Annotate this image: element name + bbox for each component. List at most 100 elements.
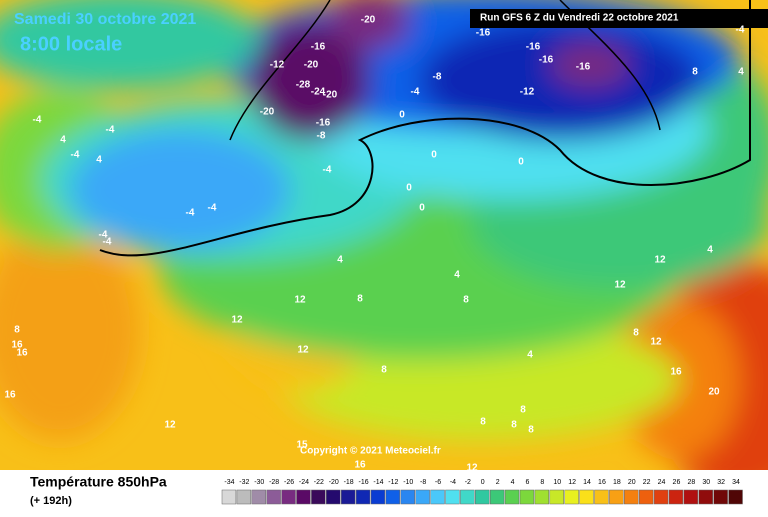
- contour-label: -16: [476, 28, 491, 39]
- scale-swatch: [355, 489, 371, 505]
- scale-swatch: [415, 489, 430, 505]
- scale-label: -4: [450, 479, 456, 486]
- contour-label: -4: [33, 115, 42, 126]
- color-scale: -34 -32 -30 -28 -26 -24 -22 -20 -18 -16 -14 -12 -10-…: [221, 479, 743, 505]
- contour-label: -4: [323, 165, 332, 176]
- scale-label: 26: [673, 479, 681, 486]
- scale-label: 2: [496, 479, 500, 486]
- scale-label: -8: [420, 479, 426, 486]
- scale-label: -22: [314, 479, 324, 486]
- contour-label: 12: [654, 255, 666, 266]
- contour-label: 4: [96, 155, 102, 166]
- scale-swatch: [385, 489, 401, 505]
- scale-label: -18: [344, 479, 354, 486]
- contour-label: 8: [14, 325, 20, 336]
- scale-label: 30: [702, 479, 710, 486]
- contour-label: -20: [361, 15, 376, 26]
- valid-date: Samedi 30 octobre 2021: [14, 11, 196, 28]
- contour-label: 8: [480, 417, 486, 428]
- scale-swatch: [534, 489, 550, 505]
- contour-label: 0: [406, 183, 412, 194]
- scale-label: 16: [598, 479, 606, 486]
- scale-swatch: [326, 489, 341, 505]
- contour-label: -12: [270, 60, 285, 71]
- contour-label: 16: [4, 390, 16, 401]
- contour-label: 20: [708, 387, 720, 398]
- temperature-field: [0, 0, 768, 500]
- scale-swatch: [609, 489, 624, 505]
- scale-swatch: [430, 489, 445, 505]
- scale-swatch: [713, 489, 728, 505]
- contour-label: 4: [60, 135, 66, 146]
- scale-label: 8: [540, 479, 544, 486]
- contour-label: 8: [520, 405, 526, 416]
- contour-label: -20: [323, 90, 338, 101]
- contour-label: 12: [297, 345, 309, 356]
- scale-swatch: [624, 489, 639, 505]
- scale-swatch: [683, 489, 699, 505]
- contour-label: 12: [164, 420, 176, 431]
- scale-label: -20: [329, 479, 339, 486]
- scale-label: -28: [269, 479, 279, 486]
- contour-label: -8: [433, 72, 442, 83]
- scale-label: 34: [732, 479, 740, 486]
- scale-label: -14: [373, 479, 383, 486]
- scale-swatch: [504, 489, 520, 505]
- scale-swatch: [460, 489, 475, 505]
- contour-label: -20: [260, 107, 275, 118]
- map-labels: -20-16-12 -20-28-24-20-20-16-8-16-16-16-1…: [4, 15, 744, 474]
- contour-label: 8: [357, 294, 363, 305]
- contour-label: 12: [466, 463, 478, 474]
- contour-label: 8: [633, 328, 639, 339]
- contour-label: -4: [99, 230, 108, 241]
- contour-label: -8: [317, 131, 326, 142]
- contour-label: -16: [539, 55, 554, 66]
- run-info: Run GFS 6 Z du Vendredi 22 octobre 2021: [480, 13, 679, 24]
- scale-swatch: [281, 489, 296, 505]
- scale-swatch: [311, 489, 326, 505]
- scale-swatch: [549, 489, 564, 505]
- footer-title: Température 850hPa: [30, 474, 167, 490]
- contour-label: -4: [71, 150, 80, 161]
- contour-label: 8: [381, 365, 387, 376]
- contour-label: -4: [411, 87, 420, 98]
- contour-label: 8: [463, 295, 469, 306]
- contour-label: -24: [311, 87, 326, 98]
- contour-label: -4: [106, 125, 115, 136]
- scale-label: 6: [525, 479, 529, 486]
- scale-label: 14: [583, 479, 591, 486]
- scale-label: -30: [254, 479, 264, 486]
- contour-label: -12: [520, 87, 535, 98]
- local-time: 8:00 locale: [20, 33, 122, 55]
- scale-label: -10: [403, 479, 413, 486]
- contour-label: 8: [692, 67, 698, 78]
- contour-label: 0: [419, 203, 425, 214]
- copyright: Copyright © 2021 Meteociel.fr: [300, 446, 441, 457]
- scale-label: -32: [239, 479, 249, 486]
- contour-label: 16: [11, 340, 23, 351]
- scale-swatch: [579, 489, 594, 505]
- zero-isotherm: [99, 0, 751, 257]
- scale-swatch: [638, 489, 654, 505]
- scale-swatch: [489, 489, 505, 505]
- contour-label: 0: [518, 157, 524, 168]
- contour-label: -16: [316, 118, 331, 129]
- contour-label: 4: [454, 270, 460, 281]
- lead-time: (+ 192h): [30, 495, 72, 507]
- contour-label: -28: [296, 80, 311, 91]
- contour-label: 12: [614, 280, 626, 291]
- contour-label: 12: [650, 337, 662, 348]
- scale-swatch: [475, 489, 490, 505]
- contour-label: 8: [528, 425, 534, 436]
- scale-label: -12: [388, 479, 398, 486]
- scale-label: -26: [284, 479, 294, 486]
- scale-swatch: [400, 489, 415, 505]
- scale-label: 20: [628, 479, 636, 486]
- scale-label: -2: [465, 479, 471, 486]
- contour-label: 4: [707, 245, 713, 256]
- contour-label: 16: [354, 460, 366, 471]
- scale-label: 28: [687, 479, 695, 486]
- scale-label: 0: [481, 479, 485, 486]
- scale-swatch: [519, 489, 535, 505]
